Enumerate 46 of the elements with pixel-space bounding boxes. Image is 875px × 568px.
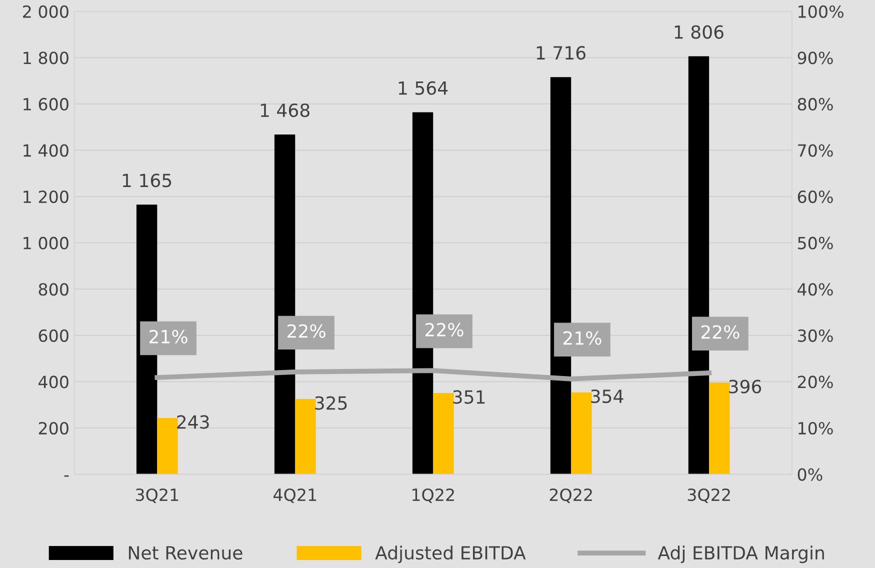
data-label: 22% — [288, 324, 326, 338]
y2-tick-label: 40% — [798, 283, 833, 296]
legend-label: Adjusted EBITDA — [375, 546, 526, 564]
x-tick-label: 1Q22 — [412, 488, 454, 503]
y-tick-label: 200 — [38, 422, 68, 435]
bar — [295, 399, 316, 474]
data-label: 21% — [563, 331, 602, 345]
y2-tick-label: 10% — [798, 422, 833, 435]
y-tick-label: 1 400 — [24, 144, 68, 157]
x-tick-label: 2Q22 — [550, 488, 592, 503]
y-tick-label: 1 800 — [24, 52, 68, 64]
bar — [433, 393, 454, 474]
y2-tick-label: 50% — [798, 236, 833, 250]
line-series — [154, 368, 712, 382]
y-tick-label: 600 — [38, 329, 68, 342]
data-label: 1 806 — [674, 25, 724, 39]
y-tick-label: 1 000 — [24, 236, 68, 250]
y-tick-label: 1 200 — [24, 190, 68, 204]
bar — [157, 418, 178, 474]
y2-tick-label: 80% — [798, 98, 833, 111]
y-tick-label: 2 000 — [23, 5, 68, 18]
y-tick-label: 400 — [38, 376, 68, 388]
bar — [709, 382, 730, 474]
x-tick-label: 3Q21 — [136, 488, 178, 503]
legend-label: Adj EBITDA Margin — [658, 546, 824, 564]
data-label: 22% — [425, 322, 464, 337]
y2-tick-label: 0% — [798, 468, 822, 481]
y-tick-label: 1 600 — [24, 98, 68, 111]
data-label: 1 716 — [536, 46, 586, 60]
y2-tick-label: 100% — [798, 5, 844, 18]
y-tick-label: 800 — [38, 283, 68, 296]
data-label: 1 564 — [398, 81, 448, 95]
data-label: 1 165 — [122, 174, 172, 188]
y-tick-label: - — [64, 475, 69, 477]
y2-tick-label: 60% — [798, 190, 833, 204]
legend-label: Net Revenue — [128, 546, 242, 560]
y2-tick-label: 20% — [798, 376, 833, 388]
y2-tick-label: 30% — [798, 329, 833, 342]
x-tick-label: 4Q21 — [273, 488, 316, 503]
y2-tick-label: 90% — [798, 52, 833, 64]
data-label: 22% — [701, 325, 740, 339]
data-label: 1 468 — [260, 103, 310, 118]
bar — [571, 392, 592, 474]
data-label: 21% — [150, 330, 188, 344]
x-tick-label: 3Q22 — [688, 488, 730, 503]
y2-tick-label: 70% — [798, 144, 833, 157]
